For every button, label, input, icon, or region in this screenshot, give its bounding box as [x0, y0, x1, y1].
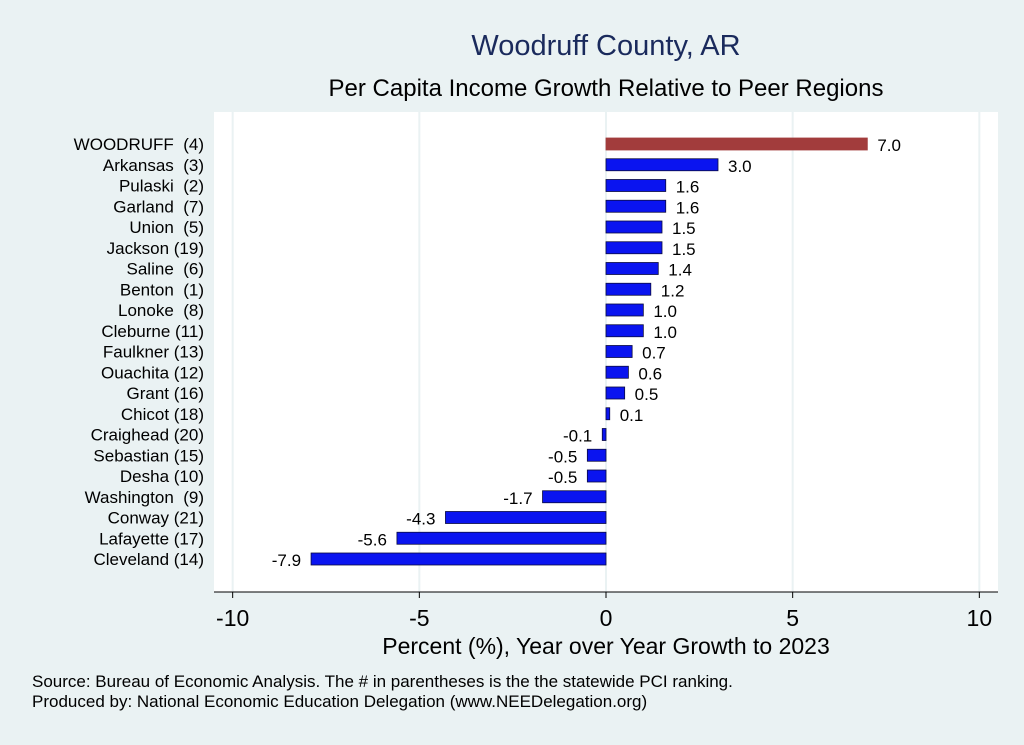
chart-subtitle: Per Capita Income Growth Relative to Pee…	[328, 75, 884, 102]
data-label: 1.5	[672, 240, 696, 259]
data-label: -0.5	[548, 447, 577, 466]
data-label: 0.7	[642, 344, 666, 363]
x-tick-label: 0	[600, 605, 613, 631]
data-label: -7.9	[272, 551, 301, 570]
category-label: Pulaski (2)	[119, 177, 204, 196]
category-label: Ouachita (12)	[101, 363, 204, 382]
data-label: 1.0	[653, 323, 677, 342]
bar	[586, 469, 607, 483]
data-label: -1.7	[503, 489, 532, 508]
data-label: -5.6	[358, 530, 387, 549]
x-tick-label: -10	[216, 605, 249, 631]
category-label: Arkansas (3)	[103, 156, 204, 175]
category-label: Grant (16)	[127, 384, 204, 403]
bar	[605, 137, 868, 151]
bar	[445, 511, 607, 524]
data-label: 1.4	[668, 261, 692, 280]
bar	[605, 303, 644, 317]
source-note: Source: Bureau of Economic Analysis. The…	[32, 672, 733, 691]
data-label: -0.5	[548, 468, 577, 487]
data-label: 1.5	[672, 219, 696, 238]
category-label: Faulkner (13)	[103, 343, 204, 362]
category-label: Garland (7)	[113, 197, 204, 216]
category-label: Union (5)	[129, 218, 204, 237]
bar	[605, 199, 667, 213]
producer-note: Produced by: National Economic Education…	[32, 692, 648, 711]
chart-title: Woodruff County, AR	[471, 30, 741, 62]
category-label: Sebastian (15)	[93, 446, 204, 465]
bar	[605, 241, 663, 255]
bar	[605, 386, 626, 400]
data-label: -0.1	[563, 427, 592, 446]
x-axis-label: Percent (%), Year over Year Growth to 20…	[382, 633, 830, 659]
bar	[586, 448, 607, 462]
bar	[310, 552, 607, 566]
data-label: 1.2	[661, 281, 685, 300]
category-label: Washington (9)	[85, 488, 204, 507]
data-label: 1.6	[676, 178, 700, 197]
data-label: -4.3	[406, 510, 435, 529]
category-label: WOODRUFF (4)	[74, 135, 204, 154]
category-label: Lonoke (8)	[118, 301, 204, 320]
category-label: Craighead (20)	[91, 426, 204, 445]
data-label: 3.0	[728, 157, 752, 176]
bar	[605, 262, 659, 275]
bar	[605, 220, 663, 234]
x-tick-label: 10	[967, 605, 993, 631]
bar	[605, 179, 667, 192]
bar	[605, 282, 652, 296]
bar	[605, 345, 633, 358]
category-label: Saline (6)	[127, 260, 204, 279]
data-label: 0.5	[635, 385, 659, 404]
category-label: Chicot (18)	[121, 405, 204, 424]
bar	[605, 158, 719, 172]
category-label: Cleveland (14)	[93, 550, 204, 569]
x-tick-label: 5	[786, 605, 799, 631]
data-label: 1.0	[653, 302, 677, 321]
bar	[605, 365, 629, 379]
data-label: 0.1	[620, 406, 644, 425]
data-label: 7.0	[877, 136, 901, 155]
category-label: Cleburne (11)	[101, 322, 204, 341]
bar	[601, 428, 607, 441]
bar	[605, 324, 644, 338]
data-label: 0.6	[638, 364, 662, 383]
category-label: Desha (10)	[120, 467, 204, 486]
category-label: Benton (1)	[120, 280, 204, 299]
bar	[396, 531, 607, 545]
category-label: Jackson (19)	[107, 239, 204, 258]
data-label: 1.6	[676, 198, 700, 217]
category-label: Conway (21)	[108, 509, 204, 528]
bar	[605, 407, 611, 421]
category-label: Lafayette (17)	[99, 529, 204, 548]
x-tick-label: -5	[409, 605, 429, 631]
bar	[542, 490, 607, 504]
